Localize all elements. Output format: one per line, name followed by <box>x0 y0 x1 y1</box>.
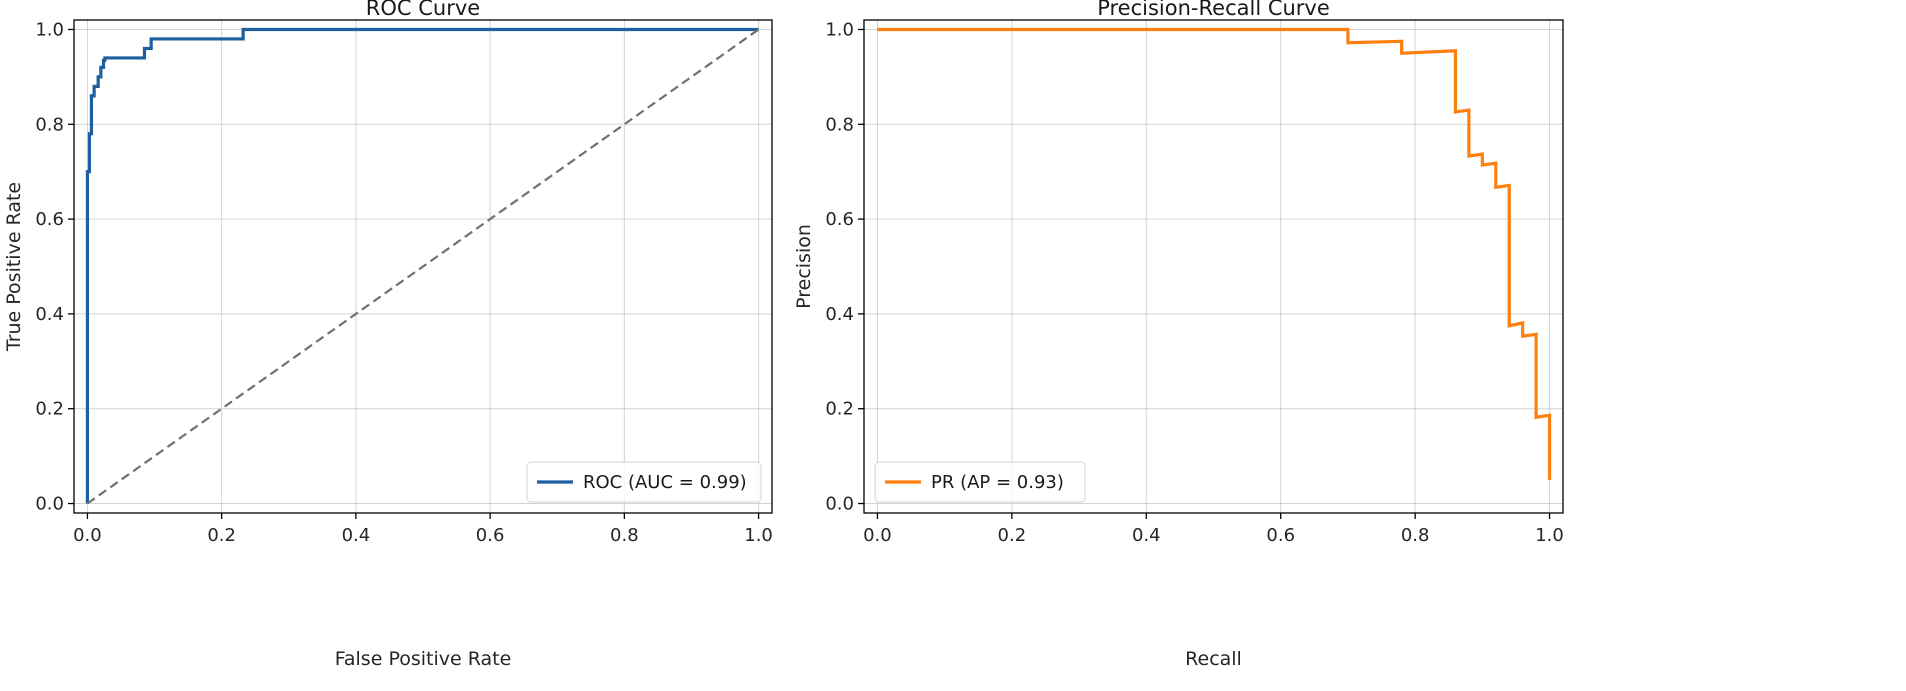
chart-0-title: ROC Curve <box>366 0 480 20</box>
chart-0-xtick-label-0: 0.0 <box>73 525 102 546</box>
chart-0-xtick-label-1: 0.2 <box>207 525 236 546</box>
chart-1-ytick-label-0: 0.0 <box>825 494 854 515</box>
chart-0-series-curve <box>85 27 759 504</box>
chart-1-title: Precision-Recall Curve <box>1097 0 1330 20</box>
pr-chart: 0.0 0.2 0.4 0.6 0.8 1.0 0.0 0.2 0.4 0.6 0.8 1.0 Prec… <box>793 0 1564 670</box>
chart-0-ytick-label-5: 1.0 <box>35 19 64 40</box>
chart-0-ytick-label-3: 0.6 <box>35 209 64 230</box>
roc-chart: 0.0 0.2 0.4 0.6 0.8 1.0 0.0 0.2 0.4 0.6 0.8 1.0 ROC … <box>3 0 773 670</box>
chart-0-axes-frame <box>73 19 773 514</box>
chart-0-xtick-label-3: 0.6 <box>476 525 505 546</box>
chart-0-ylabel: True Positive Rate <box>3 182 25 352</box>
chart-1-series-curve <box>877 27 1552 480</box>
chart-0-xtick-label-5: 1.0 <box>744 525 773 546</box>
chart-1-legend <box>874 461 1086 503</box>
chart-1-xtick-label-2: 0.4 <box>1132 525 1161 546</box>
chart-1-xlabel: Recall <box>1185 648 1242 670</box>
chart-1-axes-frame <box>863 19 1564 514</box>
chart-1-ylabel: Precision <box>793 224 815 309</box>
chart-1-xtick-label-5: 1.0 <box>1535 525 1564 546</box>
chart-0-series-chance-line <box>86 28 760 505</box>
chart-0-legend <box>526 461 762 503</box>
chart-0-xlabel: False Positive Rate <box>335 648 512 670</box>
chart-1-xtick-label-1: 0.2 <box>998 525 1027 546</box>
chart-0-xtick-label-4: 0.8 <box>610 525 639 546</box>
chart-1-xtick-label-4: 0.8 <box>1401 525 1430 546</box>
chart-1-xtick-label-3: 0.6 <box>1266 525 1295 546</box>
chart-0-ytick-label-0: 0.0 <box>35 494 64 515</box>
chart-1-legend-label: PR (AP = 0.93) <box>931 472 1064 493</box>
chart-1-ytick-label-5: 1.0 <box>825 19 854 40</box>
chart-1-ytick-label-3: 0.6 <box>825 209 854 230</box>
chart-1-ytick-label-4: 0.8 <box>825 114 854 135</box>
chart-1-xtick-label-0: 0.0 <box>863 525 892 546</box>
chart-0-ytick-label-1: 0.2 <box>35 399 64 420</box>
chart-1-ytick-label-2: 0.4 <box>825 304 854 325</box>
chart-0-ytick-label-2: 0.4 <box>35 304 64 325</box>
chart-0-xtick-label-2: 0.4 <box>342 525 371 546</box>
chart-1-ytick-label-1: 0.2 <box>825 399 854 420</box>
chart-0-legend-label: ROC (AUC = 0.99) <box>583 472 747 493</box>
chart-0-ytick-label-4: 0.8 <box>35 114 64 135</box>
